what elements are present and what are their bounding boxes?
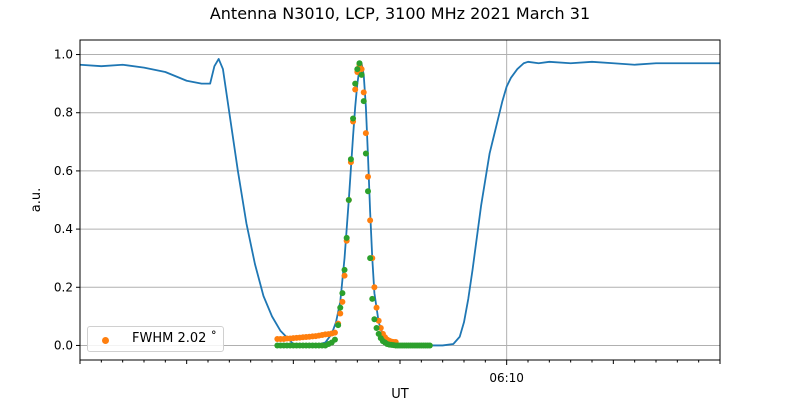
scatter-point-fwhm [367, 217, 374, 224]
axis-layer: 0.0 0.2 0.4 0.6 0.8 1.0 06:10 [54, 48, 721, 385]
scatter-point-fit [337, 304, 344, 311]
y-tick-label: 0.8 [54, 106, 73, 120]
scatter-point-fit [343, 234, 350, 241]
x-axis-label: UT [391, 387, 409, 400]
scatter-point-fit [350, 115, 357, 122]
scatter-point-fit [373, 325, 380, 331]
legend-label-fwhm: FWHM 2.02 ˚ [132, 331, 218, 346]
y-tick-label: 1.0 [54, 48, 73, 62]
scatter-point-fwhm [339, 298, 346, 305]
scatter-point-fit [345, 197, 352, 203]
scatter-point-fit [356, 60, 363, 67]
series-line-curve [79, 58, 720, 347]
y-tick-label: 0.4 [54, 222, 73, 236]
scatter-point-fit [360, 98, 367, 105]
scatter-point-fwhm [365, 173, 371, 180]
y-tick-label: 0.2 [54, 280, 73, 294]
grid-layer [80, 40, 720, 360]
scatter-point-fwhm [337, 310, 344, 317]
legend-marker-fwhm [102, 337, 109, 344]
scatter-point-fwhm [373, 304, 380, 311]
plot-frame [79, 39, 721, 361]
scatter-point-fit [339, 290, 346, 297]
scatter-point-fit [365, 188, 371, 195]
data-layer [79, 58, 720, 349]
scatter-point-fwhm [358, 66, 365, 73]
scatter-point-fit [341, 266, 348, 273]
scatter-point-fwhm [331, 329, 338, 336]
y-tick-label: 0.0 [54, 338, 73, 352]
scatter-point-fit [335, 322, 342, 329]
y-axis-label: a.u. [29, 188, 44, 212]
y-tick-label: 0.6 [54, 164, 73, 178]
scatter-point-fit [352, 80, 359, 87]
scatter-point-fit [371, 316, 378, 323]
scatter-point-fit [362, 150, 369, 157]
scatter-point-fit [331, 336, 338, 343]
scatter-point-fwhm [360, 89, 367, 96]
scatter-point-fit [426, 342, 433, 349]
scatter-point-fwhm [362, 130, 369, 137]
scatter-point-fit [358, 71, 365, 78]
scatter-point-fit [367, 255, 374, 262]
scatter-point-fit [369, 295, 376, 302]
scatter-point-fwhm [341, 272, 348, 279]
legend: FWHM 2.02 ˚ [87, 326, 224, 352]
scatter-point-fwhm [352, 86, 359, 93]
scatter-point-fit [354, 66, 361, 73]
x-tick-label: 06:10 [489, 371, 524, 385]
scatter-point-fwhm [377, 325, 384, 331]
chart-title: Antenna N3010, LCP, 3100 MHz 2021 March … [209, 4, 591, 23]
scatter-point-fwhm [371, 284, 378, 291]
scatter-point-fit [347, 156, 354, 163]
